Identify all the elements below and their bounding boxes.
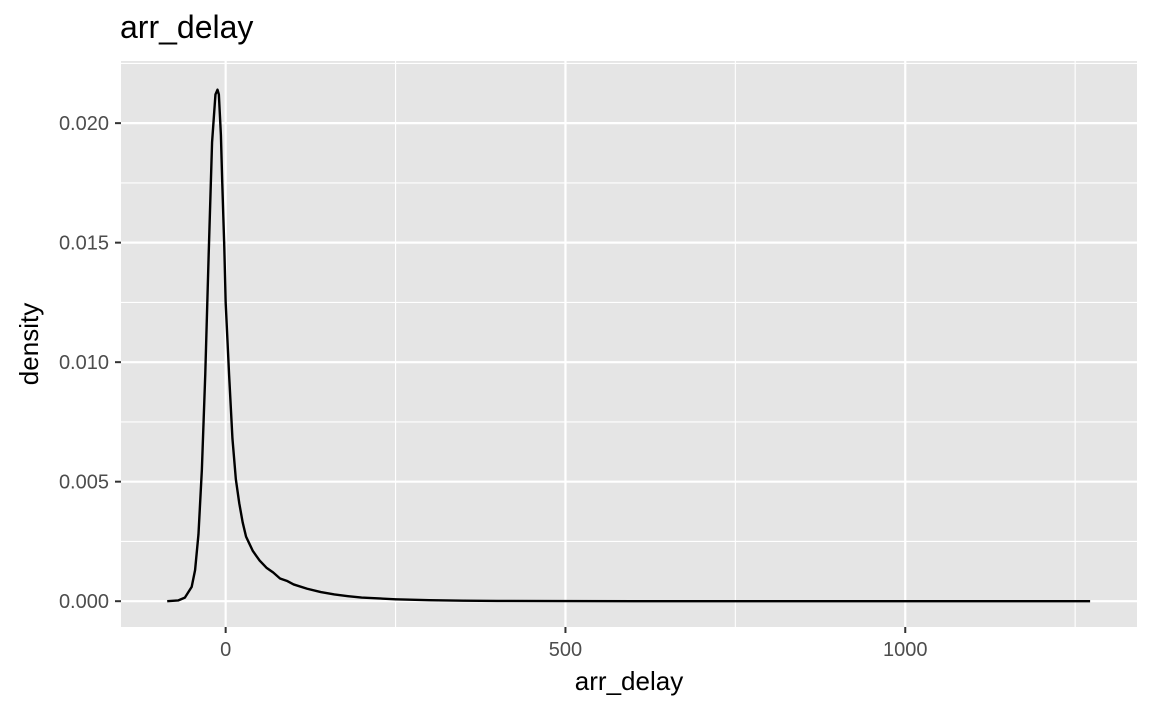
minor-gridlines	[121, 61, 1137, 627]
y-tick-label: 0.020	[59, 113, 109, 135]
y-axis: 0.000 0.005 0.010 0.015 0.020	[59, 113, 121, 613]
y-tick-label: 0.000	[59, 591, 109, 613]
y-axis-title: density	[14, 303, 44, 385]
series-layer	[167, 88, 1091, 603]
y-tick-label: 0.015	[59, 233, 109, 255]
major-gridlines	[121, 61, 1137, 627]
x-axis: 0 500 1000	[220, 627, 928, 661]
x-tick-label: 0	[220, 639, 231, 661]
y-tick-label: 0.010	[59, 352, 109, 374]
density-line	[167, 88, 1091, 603]
plot-panel	[121, 61, 1137, 627]
x-tick-label: 500	[549, 639, 582, 661]
y-tick-label: 0.005	[59, 472, 109, 494]
x-tick-label: 1000	[883, 639, 928, 661]
x-axis-title: arr_delay	[575, 666, 683, 696]
chart-title: arr_delay	[120, 9, 253, 45]
